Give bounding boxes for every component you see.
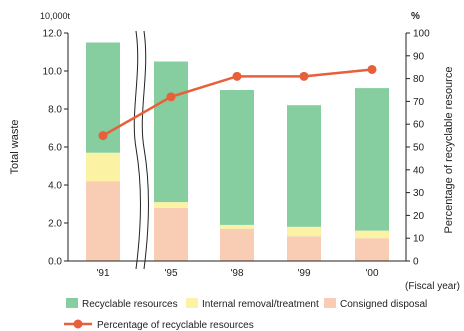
bar-internal-removal-treatment-0 bbox=[86, 152, 120, 182]
left-tick-label-5: 10.0 bbox=[43, 67, 63, 78]
legend-label-0: Recyclable resources bbox=[82, 299, 178, 310]
percentage-point-2 bbox=[232, 71, 242, 81]
legend: Recyclable resources Internal removal/tre… bbox=[64, 298, 427, 331]
legend-swatch-0 bbox=[66, 298, 78, 308]
x-axis-suffix-label: (Fiscal year) bbox=[405, 281, 460, 292]
left-axis-label: Total waste bbox=[9, 119, 21, 174]
right-tick-label-10: 100 bbox=[413, 29, 430, 40]
right-axis-unit: % bbox=[411, 11, 420, 22]
bar-consigned-disposal-3 bbox=[287, 236, 321, 261]
right-tick-label-1: 10 bbox=[413, 234, 425, 245]
bar-internal-removal-treatment-2 bbox=[220, 224, 254, 229]
bar-consigned-disposal-2 bbox=[220, 228, 254, 261]
legend-swatch-1 bbox=[186, 298, 198, 308]
bar-consigned-disposal-4 bbox=[355, 238, 389, 261]
right-tick-label-5: 50 bbox=[413, 143, 425, 154]
bars-layer bbox=[86, 42, 389, 261]
right-tick-label-6: 60 bbox=[413, 120, 425, 131]
left-tick-label-0: 0.0 bbox=[48, 257, 62, 268]
bar-consigned-disposal-1 bbox=[154, 207, 188, 261]
legend-label-1: Internal removal/treatment bbox=[202, 299, 319, 310]
percentage-point-4 bbox=[367, 64, 377, 74]
legend-label-2: Consigned disposal bbox=[340, 299, 427, 310]
x-tick-label-2: '98 bbox=[230, 268, 243, 279]
bar-internal-removal-treatment-1 bbox=[154, 202, 188, 208]
right-axis-label: Percentage of recyclable resource bbox=[443, 67, 455, 234]
percentage-point-0 bbox=[98, 131, 108, 141]
right-tick-label-0: 0 bbox=[413, 257, 419, 268]
x-tick-label-4: '00 bbox=[365, 268, 378, 279]
left-axis-unit: 10,000t bbox=[40, 11, 71, 21]
axis-break-mark bbox=[133, 29, 149, 271]
percentage-point-3 bbox=[299, 71, 309, 81]
percentage-point-1 bbox=[166, 92, 176, 102]
axis-break-gap bbox=[135, 29, 145, 271]
bar-recyclable-resources-1 bbox=[154, 61, 188, 203]
right-tick-label-2: 20 bbox=[413, 211, 425, 222]
x-tick-label-0: '91 bbox=[96, 268, 109, 279]
right-tick-label-3: 30 bbox=[413, 188, 425, 199]
bar-consigned-disposal-0 bbox=[86, 181, 120, 261]
right-tick-label-7: 70 bbox=[413, 97, 425, 108]
left-tick-label-2: 4.0 bbox=[48, 181, 62, 192]
legend-label-3: Percentage of recyclable resources bbox=[97, 320, 254, 331]
left-tick-label-3: 6.0 bbox=[48, 143, 62, 154]
left-tick-label-6: 12.0 bbox=[43, 29, 63, 40]
bar-recyclable-resources-4 bbox=[355, 88, 389, 231]
percentage-line-layer bbox=[98, 64, 377, 141]
bar-recyclable-resources-2 bbox=[220, 90, 254, 225]
x-tick-label-3: '99 bbox=[297, 268, 310, 279]
right-tick-label-9: 90 bbox=[413, 51, 425, 62]
left-y-ticks: 0.0 2.0 4.0 6.0 8.0 10.0 12.0 bbox=[43, 29, 68, 268]
left-tick-label-1: 2.0 bbox=[48, 219, 62, 230]
bar-internal-removal-treatment-3 bbox=[287, 226, 321, 237]
legend-swatch-2 bbox=[324, 298, 336, 308]
right-tick-label-8: 80 bbox=[413, 74, 425, 85]
right-tick-label-4: 40 bbox=[413, 165, 425, 176]
bar-internal-removal-treatment-4 bbox=[355, 230, 389, 239]
bar-recyclable-resources-3 bbox=[287, 105, 321, 227]
axis-break-line-left bbox=[133, 30, 141, 270]
legend-line-marker bbox=[73, 319, 83, 329]
left-tick-label-4: 8.0 bbox=[48, 105, 62, 116]
right-y-ticks: 0 10 20 30 40 50 60 70 80 90 100 bbox=[406, 29, 430, 268]
x-ticks: '91 '95 '98 '99 '00 bbox=[96, 268, 378, 279]
x-tick-label-1: '95 bbox=[164, 268, 177, 279]
axis-break-line-right bbox=[141, 30, 149, 270]
